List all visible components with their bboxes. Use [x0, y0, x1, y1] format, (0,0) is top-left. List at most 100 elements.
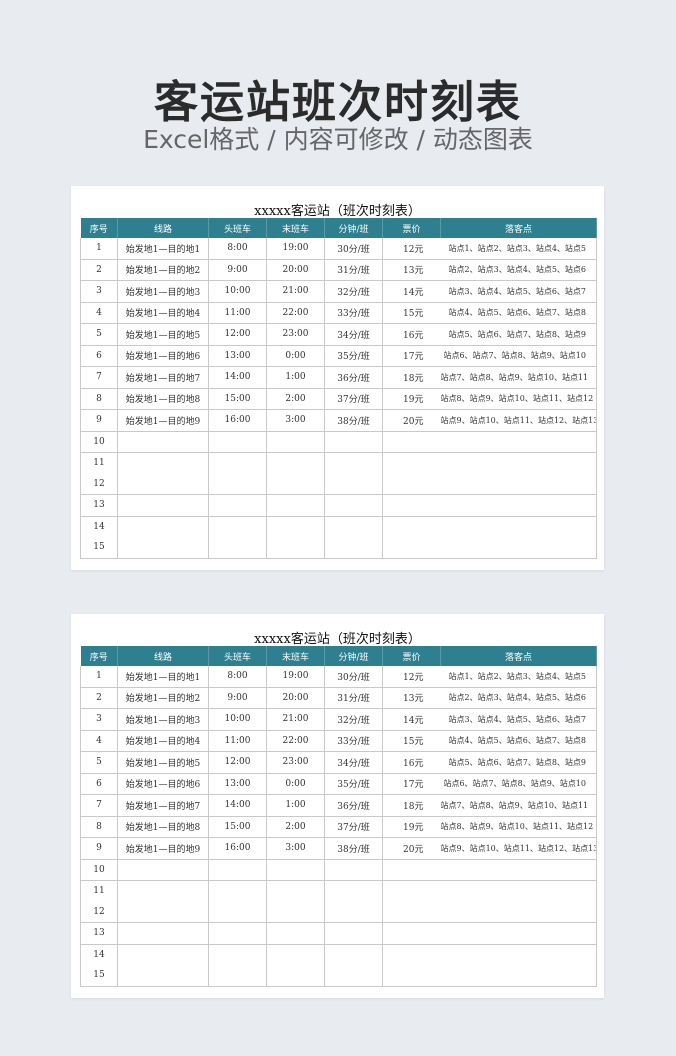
- empty-cell: [117, 944, 209, 987]
- cell: 站点8、站点9、站点10、站点11、站点12: [440, 816, 597, 838]
- column-header: 头班车: [208, 218, 267, 238]
- empty-cell: [208, 859, 267, 881]
- table-row: 6 始发地1—目的地6 13:00 0:00 35分/班 17元 站点6、站点7、站点8、站…: [80, 345, 597, 367]
- empty-cell: [266, 494, 325, 517]
- cell: 14元: [382, 280, 441, 303]
- empty-cell: [382, 944, 597, 987]
- cell: 18元: [382, 794, 441, 817]
- cell: 14:00: [208, 794, 267, 817]
- cell: 19:00: [266, 238, 325, 260]
- empty-cell: [382, 880, 597, 923]
- column-header: 票价: [382, 218, 441, 238]
- table-row: 9 始发地1—目的地9 16:00 3:00 38分/班 20元 站点9、站点10、站点11…: [80, 837, 597, 860]
- column-header: 序号: [80, 218, 118, 238]
- cell: 19:00: [266, 666, 325, 688]
- empty-cell: [324, 516, 383, 559]
- cell: 35分/班: [324, 773, 383, 795]
- empty-cell: [208, 431, 267, 453]
- cell: 37分/班: [324, 388, 383, 410]
- cell: 11: [80, 880, 118, 902]
- cell: 始发地1—目的地2: [117, 687, 209, 709]
- cell: 13:00: [208, 345, 267, 367]
- header-row: 序号 线路 头班车 末班车 分钟/班 票价 落客点: [80, 646, 597, 666]
- cell: 14: [80, 944, 118, 965]
- empty-cell: [382, 452, 597, 495]
- cell: 始发地1—目的地3: [117, 708, 209, 731]
- cell: 9:00: [208, 259, 267, 281]
- cell: 13:00: [208, 773, 267, 795]
- column-header: 落客点: [440, 218, 597, 238]
- sheet: xxxxx客运站（班次时刻表） 序号 线路 头班车 末班车 分钟/班 票价 落客点 1 始发地1—…: [71, 614, 604, 998]
- empty-cell: [266, 516, 325, 559]
- cell: 32分/班: [324, 708, 383, 731]
- cell: 35分/班: [324, 345, 383, 367]
- cell: 站点9、站点10、站点11、站点12、站点13: [440, 837, 597, 860]
- cell: 18元: [382, 366, 441, 389]
- cell: 8: [80, 388, 118, 410]
- cell: 10:00: [208, 280, 267, 303]
- cell: 始发地1—目的地8: [117, 388, 209, 410]
- empty-cell: [324, 452, 383, 495]
- cell: 13: [80, 494, 118, 517]
- cell: 7: [80, 366, 118, 389]
- sheet-title: xxxxx客运站（班次时刻表）: [254, 632, 421, 647]
- cell: 站点7、站点8、站点9、站点10、站点11: [440, 366, 597, 389]
- cell: 2: [80, 259, 118, 281]
- cell: 2:00: [266, 816, 325, 838]
- empty-cell: [382, 431, 597, 453]
- empty-cell: [382, 494, 597, 517]
- cell: 始发地1—目的地6: [117, 773, 209, 795]
- cell: 17元: [382, 773, 441, 795]
- cell: 33分/班: [324, 730, 383, 752]
- cell: 始发地1—目的地8: [117, 816, 209, 838]
- cell: 站点7、站点8、站点9、站点10、站点11: [440, 794, 597, 817]
- cell: 12: [80, 901, 118, 923]
- table-body: 1 始发地1—目的地1 8:00 19:00 30分/班 12元 站点1、站点2、站点3、站…: [80, 666, 597, 987]
- cell: 5: [80, 323, 118, 346]
- empty-cell: [324, 859, 383, 881]
- cell: 23:00: [266, 751, 325, 774]
- cell: 始发地1—目的地9: [117, 409, 209, 432]
- cell: 8:00: [208, 238, 267, 260]
- empty-cell: [324, 431, 383, 453]
- cell: 站点4、站点5、站点6、站点7、站点8: [440, 302, 597, 324]
- column-header: 末班车: [266, 646, 325, 666]
- cell: 3: [80, 280, 118, 303]
- page-title: 客运站班次时刻表: [154, 77, 522, 128]
- cell: 始发地1—目的地6: [117, 345, 209, 367]
- cell: 30分/班: [324, 666, 383, 688]
- cell: 12:00: [208, 323, 267, 346]
- cell: 13: [80, 922, 118, 945]
- cell: 15: [80, 965, 118, 987]
- cell: 10:00: [208, 708, 267, 731]
- cell: 15:00: [208, 816, 267, 838]
- table-row: 7 始发地1—目的地7 14:00 1:00 36分/班 18元 站点7、站点8、站点9、站…: [80, 366, 597, 389]
- cell: 12元: [382, 666, 441, 688]
- cell: 16:00: [208, 409, 267, 432]
- cell: 16元: [382, 323, 441, 346]
- cell: 站点1、站点2、站点3、站点4、站点5: [440, 238, 597, 260]
- cell: 15: [80, 537, 118, 559]
- sheet-title: xxxxx客运站（班次时刻表）: [254, 204, 421, 219]
- cell: 12:00: [208, 751, 267, 774]
- empty-cell: [324, 880, 383, 923]
- table-row: 6 始发地1—目的地6 13:00 0:00 35分/班 17元 站点6、站点7、站点8、站…: [80, 773, 597, 795]
- table-row: 14: [80, 516, 597, 559]
- cell: 15元: [382, 730, 441, 752]
- timetable: 序号 线路 头班车 末班车 分钟/班 票价 落客点 1 始发地1—目的地1 8:00 19:00 30…: [80, 218, 597, 559]
- cell: 始发地1—目的地7: [117, 794, 209, 817]
- empty-cell: [208, 452, 267, 495]
- cell: 7: [80, 794, 118, 817]
- empty-cell: [117, 859, 209, 881]
- header-row: 序号 线路 头班车 末班车 分钟/班 票价 落客点: [80, 218, 597, 238]
- cell: 0:00: [266, 773, 325, 795]
- cell: 32分/班: [324, 280, 383, 303]
- column-header: 落客点: [440, 646, 597, 666]
- cell: 34分/班: [324, 323, 383, 346]
- cell: 11:00: [208, 730, 267, 752]
- cell: 11: [80, 452, 118, 474]
- empty-cell: [266, 944, 325, 987]
- table-row: 12: [80, 473, 597, 495]
- cell: 13元: [382, 687, 441, 709]
